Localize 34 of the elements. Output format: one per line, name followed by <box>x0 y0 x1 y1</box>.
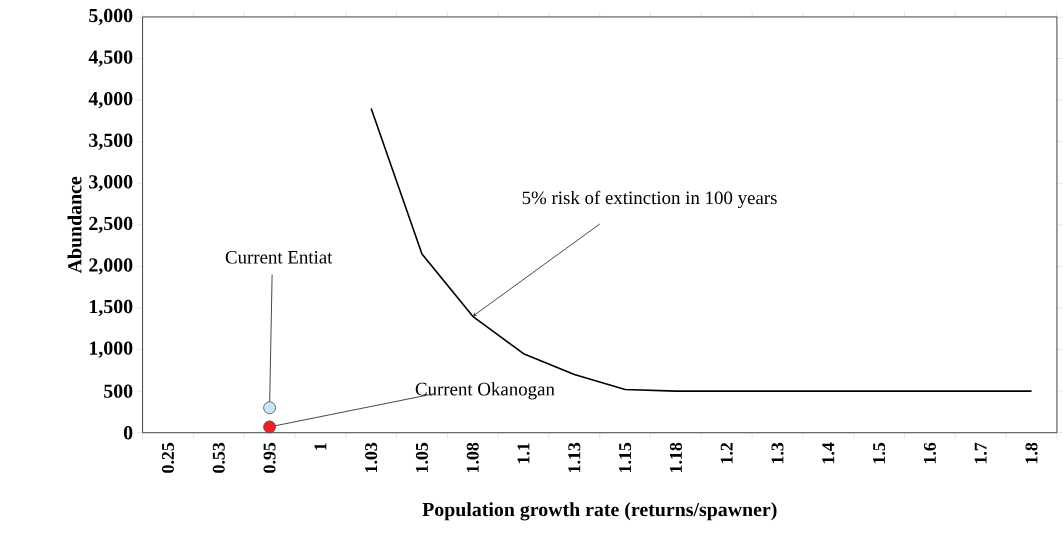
annotation: 5% risk of extinction in 100 years <box>522 190 777 208</box>
x-tick-label: 1.13 <box>568 442 581 472</box>
x-tick-label: 1.5 <box>873 442 886 463</box>
x-tick-label: 1.08 <box>466 442 479 472</box>
x-tick-label: 1.8 <box>1025 442 1038 463</box>
annotation: Current Entiat <box>225 250 333 264</box>
y-axis-title: Abundance <box>67 176 82 274</box>
x-tick-label: 1.1 <box>517 442 530 463</box>
y-tick-label: 2,500 <box>89 216 133 233</box>
y-tick-label: 1,500 <box>89 299 133 316</box>
x-tick-label: 0.95 <box>263 442 276 473</box>
x-tick-label: 1.4 <box>822 442 835 463</box>
y-tick-label: 5,000 <box>89 8 133 25</box>
x-tick-label: 0.53 <box>212 442 225 473</box>
y-tick-label: 0 <box>123 425 133 440</box>
x-tick-label: 1.7 <box>974 442 987 463</box>
x-tick-label: 1.2 <box>720 442 733 463</box>
x-tick-label: 1.6 <box>923 442 936 463</box>
y-tick-label: 4,500 <box>88 50 133 67</box>
x-axis-title: Population growth rate (returns/spawner) <box>422 502 777 521</box>
y-tick-label: 500 <box>104 384 133 398</box>
y-tick-label: 3,000 <box>89 174 133 192</box>
annotation: Current Okanogan <box>415 382 555 400</box>
x-tick-label: 1.03 <box>365 442 378 472</box>
x-tick-label: 1.05 <box>415 442 429 472</box>
y-tick-label: 4,000 <box>88 91 133 109</box>
x-tick-label: 0.25 <box>161 442 175 473</box>
y-tick-label: 1,000 <box>89 341 133 358</box>
y-tick-label: 3,500 <box>89 133 133 150</box>
x-tick-label: 1 <box>314 442 327 450</box>
x-tick-label: 1.3 <box>771 442 784 463</box>
y-tick-label: 2,000 <box>89 258 133 275</box>
x-tick-label: 1.18 <box>669 442 683 472</box>
x-tick-label: 1.15 <box>619 442 632 472</box>
